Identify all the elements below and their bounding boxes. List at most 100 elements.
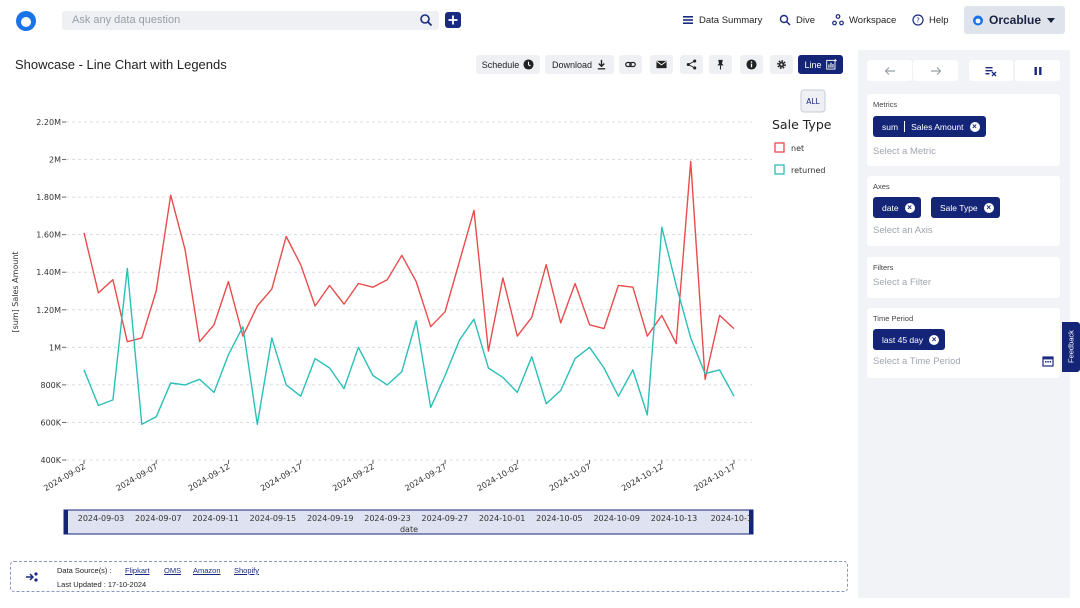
download-label: Download	[551, 59, 593, 70]
schedule-button[interactable]: Schedule	[476, 55, 540, 74]
side-panel: Metrics sum Sales Amount × Select a Metr…	[858, 50, 1070, 598]
source-link-shopify[interactable]: Shopify	[234, 566, 260, 575]
y-tick-label: 1.80M	[36, 193, 61, 202]
x-axis-title: date	[400, 525, 418, 534]
range-slider-label: 2024-09-23	[364, 514, 411, 523]
search-icon	[779, 14, 791, 26]
metric-chip[interactable]: sum Sales Amount ×	[873, 116, 986, 137]
x-tick-label: 2024-09-12	[187, 462, 232, 493]
clear-list-icon	[985, 66, 997, 76]
arrow-left-icon	[884, 66, 895, 75]
list-icon	[683, 16, 693, 24]
legend-swatch-returned	[774, 164, 785, 175]
calendar-icon[interactable]	[1042, 355, 1054, 367]
share-icon	[686, 59, 697, 70]
x-tick-label: 2024-09-22	[331, 462, 376, 493]
axis-chip-label: date	[882, 202, 899, 213]
orcablue-logo-small	[973, 15, 983, 26]
source-link-amazon[interactable]: Amazon	[193, 566, 221, 575]
search-icon[interactable]	[419, 13, 433, 27]
back-button[interactable]	[867, 60, 912, 81]
range-slider-right-handle[interactable]	[749, 510, 753, 534]
link-icon	[625, 61, 636, 68]
legend-all-button[interactable]	[800, 89, 826, 113]
y-tick-label: 2.20M	[36, 118, 61, 127]
orcablue-logo[interactable]	[14, 8, 38, 32]
y-tick-label: 1.40M	[36, 268, 61, 277]
y-tick-label: 400K	[40, 456, 61, 465]
range-slider-label: 2024-10-1	[711, 514, 752, 523]
remove-chip-icon[interactable]: ×	[929, 334, 940, 345]
chart-type-label: Line	[804, 59, 822, 70]
legend-label-net: net	[791, 144, 804, 153]
pause-icon	[1034, 66, 1041, 75]
axes-card: Axes date × Sale Type × Select an Axis	[867, 176, 1060, 246]
time-period-select[interactable]: Select a Time Period	[873, 356, 961, 367]
sources-label: Data Source(s) :	[57, 566, 112, 575]
chart-type-line-button[interactable]: Line	[798, 55, 843, 74]
range-slider-label: 2024-09-03	[78, 514, 125, 523]
nav-help[interactable]: ? Help	[912, 14, 949, 26]
data-source-footer: Data Source(s) : Flipkart OMS Amazon Sho…	[10, 561, 848, 592]
metrics-card: Metrics sum Sales Amount × Select a Metr…	[867, 94, 1060, 166]
metric-name: Sales Amount	[911, 121, 964, 132]
info-icon	[746, 59, 757, 70]
legend-all-label: ALL	[806, 97, 820, 106]
chart-area: 400K 600K 800K 1M 1.20M 1.40M 1.60M 1.80M 2M 2.20…	[0, 82, 850, 542]
email-button[interactable]	[650, 55, 673, 74]
top-bar: Ask any data question Data Summary Dive …	[0, 0, 1080, 44]
settings-button[interactable]	[770, 55, 793, 74]
x-tick-label: 2024-09-02	[42, 462, 87, 493]
feedback-tab[interactable]: Feedback	[1062, 322, 1080, 372]
source-link-oms[interactable]: OMS	[164, 566, 182, 575]
line-chart: 400K 600K 800K 1M 1.20M 1.40M 1.60M 1.80M 2M 2.20…	[11, 89, 832, 535]
legend-title: Sale Type	[772, 117, 832, 132]
legend-label-returned: returned	[791, 166, 825, 175]
nav-dive[interactable]: Dive	[779, 14, 815, 26]
range-slider-label: 2024-10-05	[536, 514, 583, 523]
workspace-icon	[832, 14, 844, 26]
clear-all-button[interactable]	[969, 60, 1013, 81]
series-line-returned	[83, 226, 735, 425]
download-button[interactable]: Download	[545, 55, 614, 74]
source-link-flipkart[interactable]: Flipkart	[125, 566, 150, 575]
range-slider-label: 2024-09-07	[135, 514, 182, 523]
range-slider-left-handle[interactable]	[64, 510, 68, 534]
schedule-label: Schedule	[481, 59, 520, 70]
axis-select[interactable]: Select an Axis	[873, 225, 933, 236]
share-button[interactable]	[680, 55, 703, 74]
range-slider-label: 2024-09-27	[422, 514, 469, 523]
axes-label: Axes	[873, 182, 890, 191]
time-chip-label: last 45 day	[882, 334, 924, 345]
time-period-chip[interactable]: last 45 day ×	[873, 329, 946, 350]
remove-chip-icon[interactable]: ×	[904, 202, 915, 213]
remove-chip-icon[interactable]: ×	[969, 121, 980, 132]
add-button[interactable]	[445, 12, 461, 28]
axis-chip-sale-type[interactable]: Sale Type ×	[931, 197, 1000, 218]
page-title: Showcase - Line Chart with Legends	[15, 57, 227, 72]
y-tick-label: 600K	[40, 418, 61, 427]
pause-button[interactable]	[1015, 60, 1060, 81]
remove-chip-icon[interactable]: ×	[983, 202, 994, 213]
axis-chip-date[interactable]: date ×	[873, 197, 921, 218]
nav-workspace[interactable]: Workspace	[832, 14, 896, 26]
x-tick-label: 2024-09-17	[259, 462, 304, 493]
metric-select[interactable]: Select a Metric	[873, 146, 936, 157]
filter-select[interactable]: Select a Filter	[873, 277, 932, 288]
nav-data-summary[interactable]: Data Summary	[682, 14, 762, 26]
data-source-icon	[26, 572, 38, 582]
x-tick-label: 2024-09-27	[403, 462, 448, 493]
pin-icon	[717, 59, 724, 70]
mail-icon	[656, 60, 667, 69]
legend-swatch-net	[774, 142, 785, 153]
info-button[interactable]	[740, 55, 763, 74]
svg-text:?: ?	[916, 17, 920, 25]
forward-button[interactable]	[913, 60, 958, 81]
copy-link-button[interactable]	[619, 55, 642, 74]
gear-icon	[777, 60, 786, 69]
help-icon: ?	[912, 14, 924, 26]
org-switcher[interactable]: Orcablue	[964, 6, 1065, 34]
y-tick-label: 1.20M	[36, 306, 61, 315]
search-input[interactable]: Ask any data question	[62, 11, 439, 30]
pin-button[interactable]	[709, 55, 732, 74]
